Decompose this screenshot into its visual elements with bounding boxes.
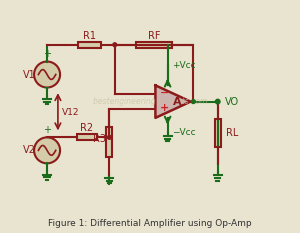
- FancyBboxPatch shape: [79, 42, 101, 48]
- Text: −: −: [43, 159, 51, 169]
- FancyBboxPatch shape: [106, 127, 112, 157]
- Text: bestengineering projects.com: bestengineering projects.com: [93, 97, 207, 106]
- Text: +: +: [160, 103, 169, 113]
- Text: RL: RL: [226, 128, 238, 138]
- FancyBboxPatch shape: [136, 42, 172, 48]
- Text: −Vcc: −Vcc: [172, 128, 195, 137]
- Text: +Vcc: +Vcc: [172, 61, 195, 69]
- Circle shape: [34, 62, 60, 88]
- Text: R1: R1: [83, 31, 96, 41]
- FancyBboxPatch shape: [215, 119, 221, 147]
- Text: R3: R3: [93, 134, 106, 144]
- Circle shape: [215, 99, 220, 104]
- Text: Figure 1: Differential Amplifier using Op-Amp: Figure 1: Differential Amplifier using O…: [48, 219, 252, 228]
- Text: −: −: [160, 87, 169, 97]
- Text: +: +: [43, 49, 51, 59]
- Text: VO: VO: [224, 97, 239, 107]
- Circle shape: [191, 100, 195, 103]
- Circle shape: [34, 137, 60, 163]
- Text: −: −: [43, 83, 51, 93]
- Text: +: +: [43, 125, 51, 135]
- Circle shape: [113, 43, 117, 47]
- Text: A: A: [173, 97, 182, 107]
- Text: V1: V1: [23, 69, 36, 79]
- Text: V2: V2: [23, 145, 36, 155]
- Circle shape: [107, 135, 111, 139]
- Text: V12: V12: [62, 108, 80, 117]
- Polygon shape: [155, 85, 190, 118]
- FancyBboxPatch shape: [77, 134, 97, 140]
- Text: RF: RF: [148, 31, 160, 41]
- Text: R2: R2: [80, 123, 94, 134]
